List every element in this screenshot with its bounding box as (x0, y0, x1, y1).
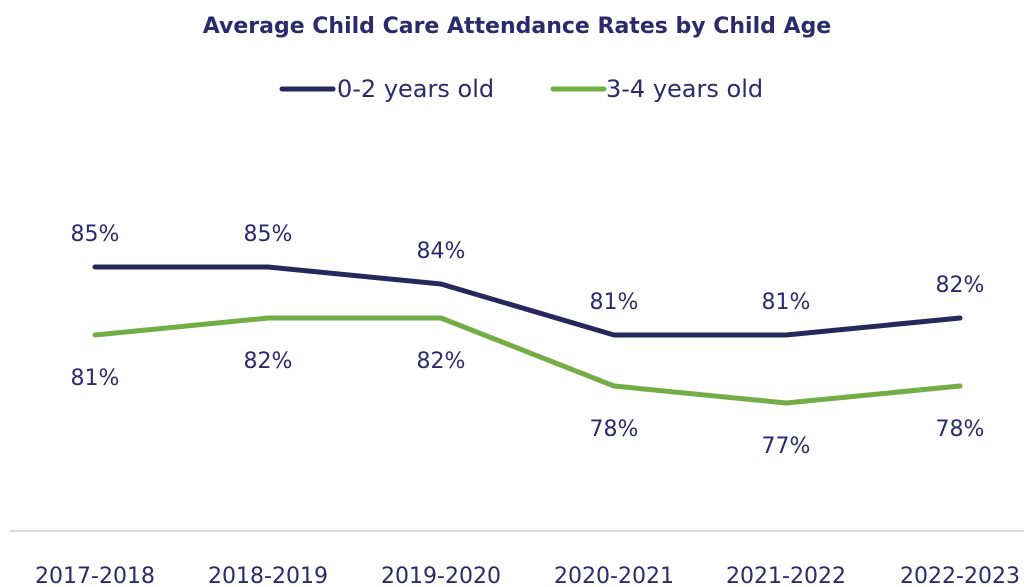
data-label: 77% (762, 434, 811, 459)
data-label: 85% (71, 222, 120, 247)
data-label: 84% (417, 239, 466, 264)
data-label: 82% (936, 273, 985, 298)
x-tick-label: 2022-2023 (900, 564, 1020, 587)
data-label: 81% (762, 290, 811, 315)
legend-label-3-4: 3-4 years old (606, 75, 763, 103)
data-label: 85% (244, 222, 293, 247)
x-tick-label: 2021-2022 (726, 564, 846, 587)
x-tick-label: 2018-2019 (208, 564, 328, 587)
data-label: 81% (71, 366, 120, 391)
x-tick-label: 2019-2020 (381, 564, 501, 587)
x-axis-ticks: 2017-2018 2018-2019 2019-2020 2020-2021 2021… (35, 564, 1020, 587)
series-line-0-2-years (92, 264, 963, 338)
data-label: 82% (417, 349, 466, 374)
data-label: 78% (590, 417, 639, 442)
plot-area: 85% 85% 84% 81% 81% 82% 81% 82% 82% 78% 77% 78% (71, 222, 985, 459)
data-label: 81% (590, 290, 639, 315)
series-line-3-4-years (92, 315, 963, 406)
chart-title: Average Child Care Attendance Rates by C… (203, 14, 831, 39)
x-tick-label: 2020-2021 (554, 564, 674, 587)
x-tick-label: 2017-2018 (35, 564, 155, 587)
legend-label-0-2: 0-2 years old (337, 75, 494, 103)
data-label: 82% (244, 349, 293, 374)
legend: 0-2 years old 3-4 years old (279, 75, 763, 103)
data-label: 78% (936, 417, 985, 442)
